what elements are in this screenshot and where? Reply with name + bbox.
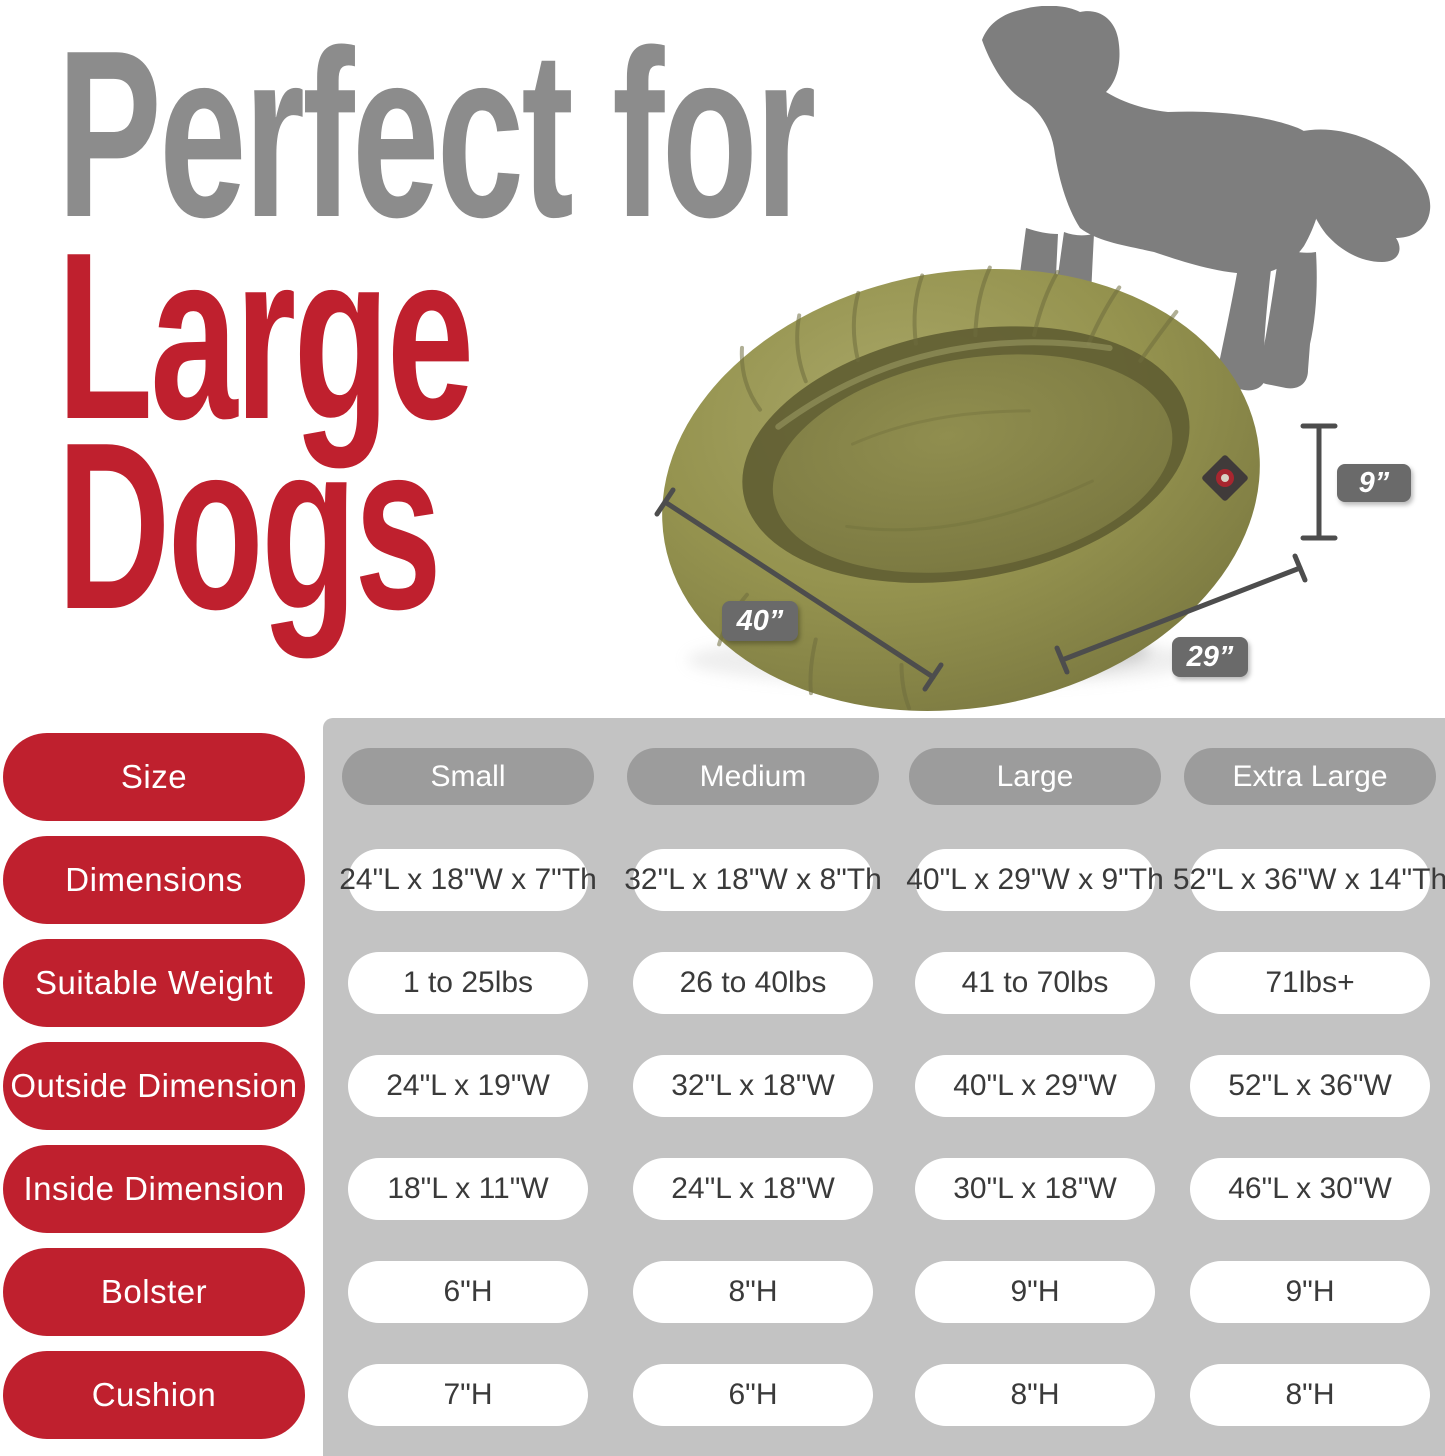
column-header-extra-large: Extra Large xyxy=(1184,748,1436,805)
row-label-dimensions: Dimensions xyxy=(3,836,305,924)
row-label-cushion: Cushion xyxy=(3,1351,305,1439)
row-label-outside-dimension: Outside Dimension xyxy=(3,1042,305,1130)
column-header-large: Large xyxy=(909,748,1161,805)
table-cell: 8"H xyxy=(915,1364,1155,1426)
brand-tag-icon xyxy=(1202,455,1248,501)
table-cell: 6"H xyxy=(348,1261,588,1323)
width-dimension-label: 29” xyxy=(1172,637,1248,677)
table-cell: 32"L x 18"W xyxy=(633,1055,873,1117)
table-cell: 8"H xyxy=(1190,1364,1430,1426)
column-header-small: Small xyxy=(342,748,594,805)
table-cell: 24"L x 19"W xyxy=(348,1055,588,1117)
table-cell: 24"L x 18"W xyxy=(633,1158,873,1220)
height-measure-line xyxy=(1300,423,1338,541)
table-cell: 9"H xyxy=(915,1261,1155,1323)
length-dimension-label: 40” xyxy=(722,601,798,641)
headline-perfect-for: Perfect for xyxy=(57,2,816,267)
table-cell: 24"L x 18"W x 7"Th xyxy=(339,849,597,911)
table-cell: 32"L x 18"W x 8"Th xyxy=(624,849,882,911)
table-cell: 6"H xyxy=(633,1364,873,1426)
table-cell: 7"H xyxy=(348,1364,588,1426)
row-label-bolster: Bolster xyxy=(3,1248,305,1336)
table-cell: 1 to 25lbs xyxy=(348,952,588,1014)
column-header-medium: Medium xyxy=(627,748,879,805)
row-label-inside-dimension: Inside Dimension xyxy=(3,1145,305,1233)
table-cell: 8"H xyxy=(633,1261,873,1323)
table-cell: 18"L x 11"W xyxy=(348,1158,588,1220)
height-dimension-label: 9” xyxy=(1337,464,1411,502)
table-cell: 30"L x 18"W xyxy=(915,1158,1155,1220)
table-cell: 52"L x 36"W xyxy=(1190,1055,1430,1117)
row-label-size: Size xyxy=(3,733,305,821)
table-cell: 9"H xyxy=(1190,1261,1430,1323)
headline-large: Large xyxy=(57,204,474,469)
row-label-suitable-weight: Suitable Weight xyxy=(3,939,305,1027)
table-cell: 40"L x 29"W xyxy=(915,1055,1155,1117)
table-cell: 46"L x 30"W xyxy=(1190,1158,1430,1220)
table-cell: 41 to 70lbs xyxy=(915,952,1155,1014)
table-cell: 52"L x 36"W x 14"Th xyxy=(1173,849,1445,911)
table-cell: 40"L x 29"W x 9"Th xyxy=(906,849,1164,911)
headline-dogs: Dogs xyxy=(57,394,442,659)
table-cell: 26 to 40lbs xyxy=(633,952,873,1014)
table-cell: 71lbs+ xyxy=(1190,952,1430,1014)
